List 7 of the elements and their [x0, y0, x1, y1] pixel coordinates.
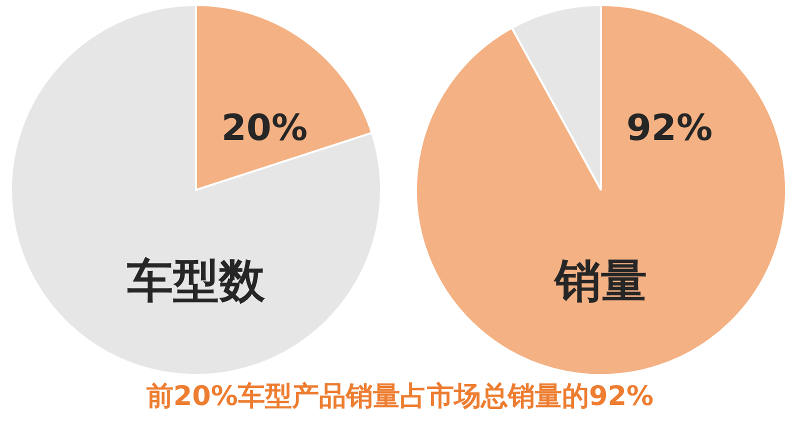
- pie-slice: [10, 4, 382, 376]
- data-label: 20%: [221, 108, 308, 149]
- text: 车型数: [127, 254, 266, 308]
- pie-slice: [415, 4, 787, 376]
- text: 销量: [553, 254, 647, 308]
- text: 前20%车型产品销量占市场总销量的92%: [145, 380, 655, 414]
- data-label: 92%: [626, 108, 713, 149]
